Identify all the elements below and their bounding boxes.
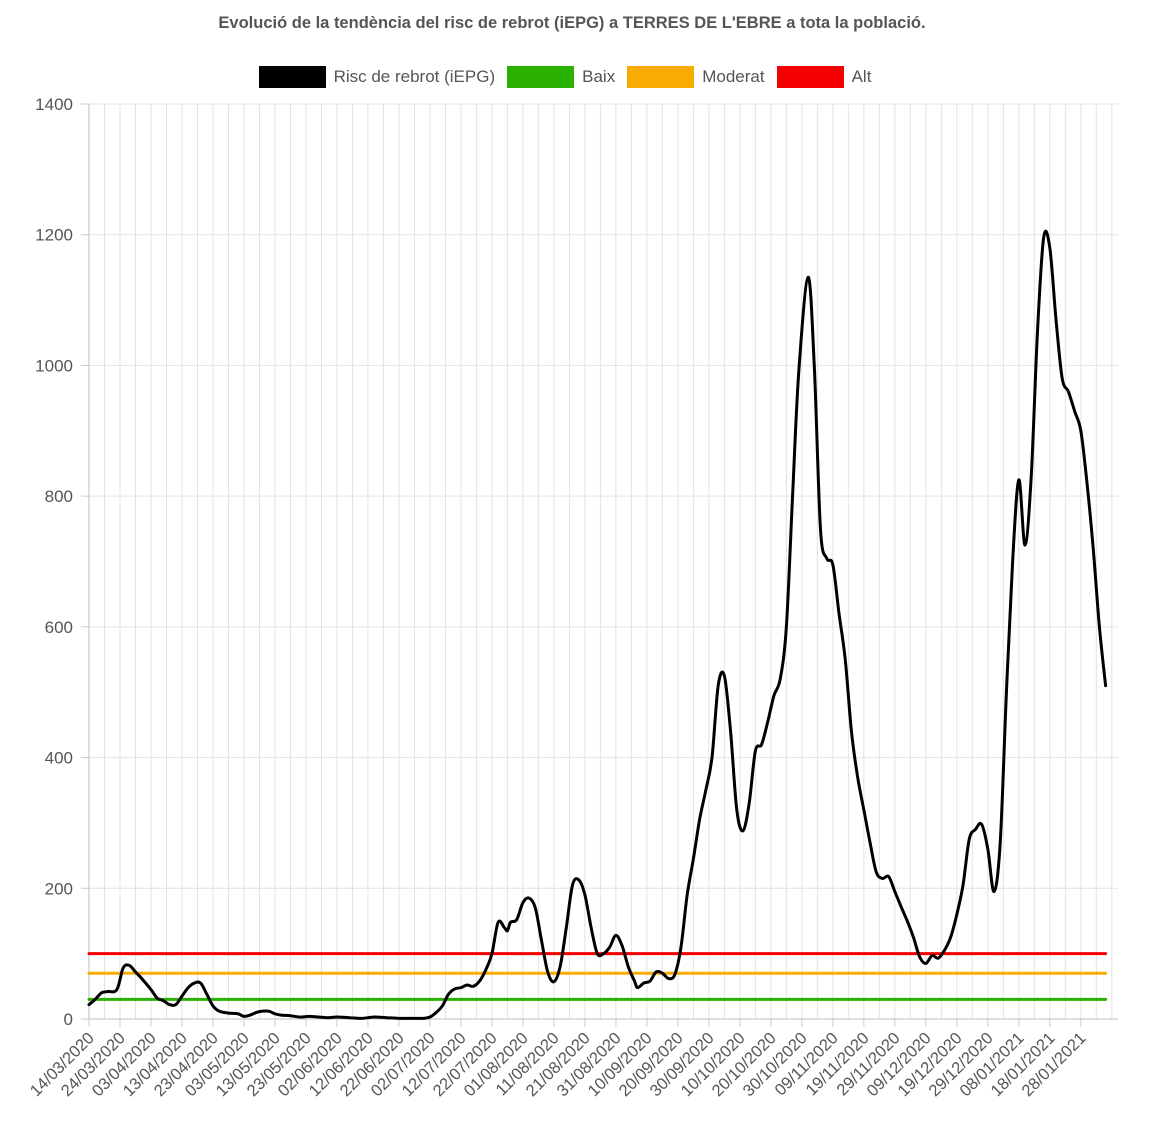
legend-swatch-alt	[776, 66, 844, 88]
y-tick-label: 1200	[35, 226, 73, 245]
legend-item-alt[interactable]: Alt	[776, 66, 872, 88]
y-tick-label: 600	[45, 618, 73, 637]
legend-label-alt: Alt	[851, 67, 872, 86]
y-tick-label: 400	[45, 749, 73, 768]
series-layer	[87, 229, 1108, 1020]
y-tick-label: 200	[45, 879, 73, 898]
legend-swatch-moderat	[627, 66, 695, 88]
chart-legend: Risc de rebrot (iEPG) Baix Moderat Alt	[0, 66, 1130, 88]
legend-swatch-baix	[507, 66, 575, 88]
y-tick-label: 800	[45, 487, 73, 506]
legend-label-baix: Baix	[582, 67, 616, 86]
y-tick-label: 1000	[35, 356, 73, 375]
legend-item-risc[interactable]: Risc de rebrot (iEPG)	[258, 66, 496, 88]
legend-label-moderat: Moderat	[702, 67, 765, 86]
chart-title: Evolució de la tendència del risc de reb…	[218, 14, 926, 32]
legend-swatch-risc	[258, 66, 326, 88]
grid-layer	[88, 103, 1118, 1020]
axis-layer: 020040060080010001200140014/03/202024/03…	[27, 95, 1118, 1100]
series-line-risc	[87, 229, 1108, 1020]
legend-item-baix[interactable]: Baix	[507, 66, 615, 88]
y-tick-label: 0	[64, 1010, 73, 1029]
legend-item-moderat[interactable]: Moderat	[627, 66, 765, 88]
legend-label-risc: Risc de rebrot (iEPG)	[333, 67, 496, 86]
y-tick-label: 1400	[35, 95, 73, 114]
